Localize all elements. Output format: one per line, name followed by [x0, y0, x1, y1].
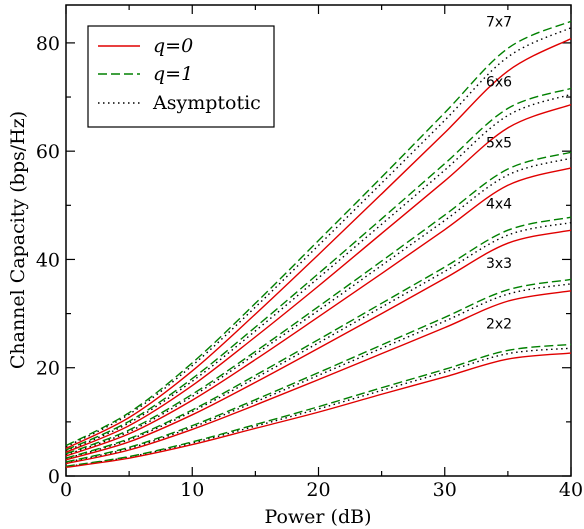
series-line-2x2-q0	[65, 352, 572, 469]
x-tick-label: 0	[60, 479, 72, 501]
curve-label-7x7: 7x7	[486, 15, 512, 31]
axes: 0 10 20 30 40 0 20 40 60 80	[36, 5, 583, 501]
x-tick-label: 20	[306, 479, 330, 501]
legend-label-q1: q=1	[153, 63, 193, 85]
x-tick-label: 40	[559, 479, 583, 501]
legend-box	[87, 25, 275, 128]
y-tick-label: 40	[36, 249, 60, 271]
curve-label-6x6: 6x6	[486, 75, 512, 91]
y-tick-label: 0	[48, 466, 60, 488]
series-line-4x4-q0	[65, 229, 572, 461]
series-line-7x7-q1	[65, 20, 572, 447]
y-tick-label: 60	[36, 141, 60, 163]
curve-label-4x4: 4x4	[486, 197, 512, 213]
x-tick-label: 30	[433, 479, 457, 501]
series-line-3x3-q0	[65, 290, 572, 465]
legend-label-asymptotic: Asymptotic	[152, 92, 261, 114]
curve-labels: 2x2 3x3 4x4 5x5 6x6 7x7	[486, 15, 512, 333]
curves	[65, 20, 572, 469]
x-axis-title: Power (dB)	[264, 506, 371, 528]
curve-label-2x2: 2x2	[486, 317, 512, 333]
series-line-6x6-q0	[65, 103, 572, 453]
series-line-5x5-q0	[65, 167, 572, 457]
series-line-4x4-asymptotic	[65, 221, 572, 460]
legend: q=0 q=1 Asymptotic	[87, 25, 275, 128]
y-axis-title: Channel Capacity (bps/Hz)	[7, 111, 29, 369]
x-tick-label: 10	[180, 479, 204, 501]
series-line-2x2-q1	[65, 343, 572, 467]
y-tick-label: 20	[36, 358, 60, 380]
curve-label-3x3: 3x3	[486, 256, 512, 272]
series-line-7x7-q0	[65, 37, 572, 450]
y-tick-label: 80	[36, 33, 60, 55]
series-line-6x6-q1	[65, 87, 572, 451]
series-line-3x3-q1	[65, 278, 572, 463]
series-line-7x7-asymptotic	[65, 27, 572, 448]
series-line-4x4-q1	[65, 216, 572, 459]
legend-label-q0: q=0	[153, 35, 193, 57]
series-line-5x5-q1	[65, 151, 572, 455]
curve-label-5x5: 5x5	[486, 135, 512, 151]
series-line-6x6-asymptotic	[65, 93, 572, 452]
